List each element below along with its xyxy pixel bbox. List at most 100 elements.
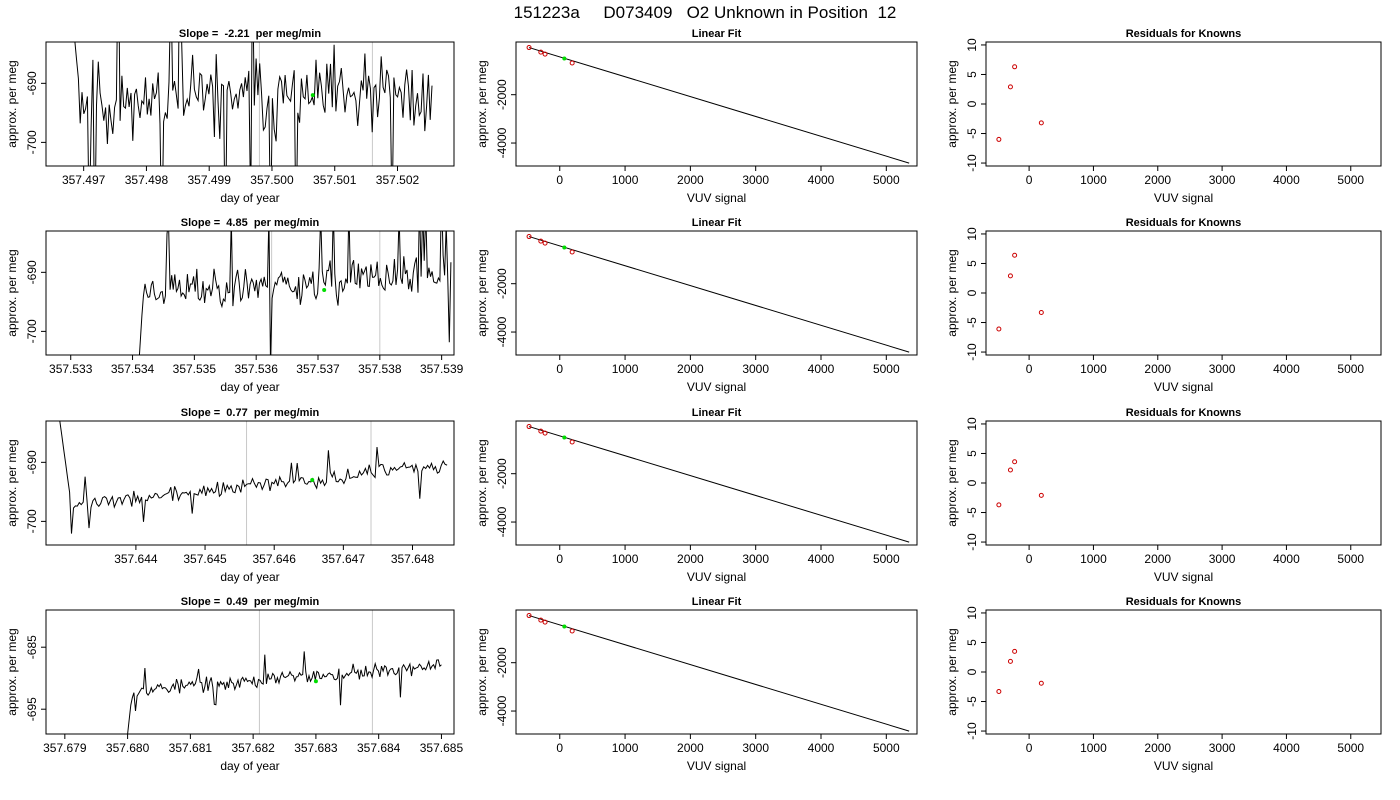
y-tick-label: -2000 (495, 647, 509, 678)
y-axis-label: approx. per meg (5, 60, 19, 147)
plot-frame (985, 230, 1382, 356)
x-axis-label: VUV signal (1154, 570, 1213, 584)
known-point (542, 240, 548, 246)
y-axis-label: approx. per meg (945, 628, 959, 715)
residual-point (1038, 492, 1044, 498)
x-tick-label: 357.681 (169, 741, 213, 755)
x-tick-label: 2000 (677, 741, 704, 755)
x-tick-label: 357.648 (391, 552, 435, 566)
fit-line (528, 426, 910, 543)
x-tick-label: 357.536 (234, 362, 278, 376)
plot-frame (45, 41, 455, 167)
panel-fit: Linear Fit VUV signal approx. per meg 0 1000… (475, 407, 918, 584)
y-axis-label: approx. per meg (945, 249, 959, 336)
y-tick-label: 0 (965, 479, 979, 486)
plot-area (526, 234, 910, 353)
known-point (526, 613, 532, 619)
y-axis-label: approx. per meg (475, 628, 489, 715)
plot-frame (45, 420, 455, 546)
x-axis-label: VUV signal (1154, 191, 1213, 205)
unknown-point (310, 478, 315, 483)
x-tick-label: 357.646 (253, 552, 297, 566)
residual-point (1038, 309, 1044, 315)
panel-timeseries: Slope = 0.77 per meg/min day of year appro… (5, 407, 455, 584)
panel-residuals: Residuals for Knowns VUV signal approx. pe… (945, 217, 1382, 394)
y-tick-label: -690 (25, 450, 39, 474)
residual-point (1007, 84, 1013, 90)
x-tick-label: 1000 (1080, 362, 1107, 376)
plot-frame (985, 609, 1382, 735)
y-tick-label: 0 (965, 100, 979, 107)
x-tick-label: 5000 (873, 552, 900, 566)
chart-title: Residuals for Knowns (1126, 217, 1242, 229)
panel-residuals: Residuals for Knowns VUV signal approx. pe… (945, 28, 1382, 205)
plot-frame (515, 41, 918, 167)
y-tick-label: -4000 (495, 506, 509, 537)
y-axis-label: approx. per meg (5, 439, 19, 526)
y-tick-label: -4000 (495, 127, 509, 158)
x-tick-label: 357.499 (188, 173, 232, 187)
x-tick-label: 5000 (1337, 173, 1364, 187)
y-tick-label: -4000 (495, 695, 509, 726)
residual-point (996, 688, 1002, 694)
y-tick-label: 5 (965, 450, 979, 457)
x-tick-label: 1000 (612, 173, 639, 187)
plot-area (74, 42, 433, 166)
y-tick-label: 10 (965, 227, 979, 241)
x-tick-label: 2000 (1144, 362, 1171, 376)
x-tick-label: 357.683 (294, 741, 338, 755)
known-point (538, 49, 544, 55)
x-tick-label: 4000 (1273, 741, 1300, 755)
plot-area (59, 421, 448, 545)
y-axis-label: approx. per meg (475, 60, 489, 147)
plot-area (996, 648, 1044, 694)
unknown-point (322, 288, 327, 293)
x-tick-label: 0 (1026, 362, 1033, 376)
x-tick-label: 3000 (1209, 362, 1236, 376)
y-tick-label: -700 (25, 319, 39, 343)
x-tick-label: 357.679 (43, 741, 87, 755)
known-point (542, 51, 548, 57)
panel-residuals: Residuals for Knowns VUV signal approx. pe… (945, 596, 1382, 773)
residual-point (1007, 658, 1013, 664)
y-tick-label: 5 (965, 639, 979, 646)
series-line (59, 421, 448, 534)
x-tick-label: 357.535 (173, 362, 217, 376)
x-tick-label: 5000 (1337, 362, 1364, 376)
known-point (569, 628, 575, 634)
x-tick-label: 5000 (1337, 741, 1364, 755)
residual-point (1012, 648, 1018, 654)
y-tick-label: 5 (965, 71, 979, 78)
unknown-point (562, 56, 567, 61)
chart-title: Residuals for Knowns (1126, 28, 1242, 40)
residual-point (1007, 273, 1013, 279)
y-axis-label: approx. per meg (5, 249, 19, 336)
y-tick-label: -2000 (495, 458, 509, 489)
x-tick-label: 357.497 (62, 173, 106, 187)
known-point (526, 234, 532, 240)
plot-frame (985, 41, 1382, 167)
page-title: 151223a D073409 O2 Unknown in Position 1… (514, 3, 897, 22)
plot-area (138, 231, 452, 355)
y-axis-label: approx. per meg (5, 628, 19, 715)
y-tick-label: -10 (965, 533, 979, 551)
x-tick-label: 0 (1026, 741, 1033, 755)
x-tick-label: 5000 (873, 173, 900, 187)
plot-frame (45, 609, 455, 735)
chart-title: Slope = 0.49 per meg/min (181, 596, 320, 608)
residual-point (1007, 467, 1013, 473)
y-tick-label: -5 (965, 507, 979, 518)
x-tick-label: 0 (556, 362, 563, 376)
plot-frame (515, 420, 918, 546)
x-tick-label: 0 (556, 173, 563, 187)
x-tick-label: 357.498 (125, 173, 169, 187)
y-tick-label: -690 (25, 260, 39, 284)
chart-title: Residuals for Knowns (1126, 596, 1242, 608)
x-tick-label: 2000 (1144, 741, 1171, 755)
plot-frame (515, 230, 918, 356)
x-tick-label: 357.644 (114, 552, 158, 566)
x-tick-label: 3000 (1209, 552, 1236, 566)
x-tick-label: 0 (1026, 173, 1033, 187)
fit-line (528, 236, 910, 353)
x-tick-label: 357.534 (111, 362, 155, 376)
